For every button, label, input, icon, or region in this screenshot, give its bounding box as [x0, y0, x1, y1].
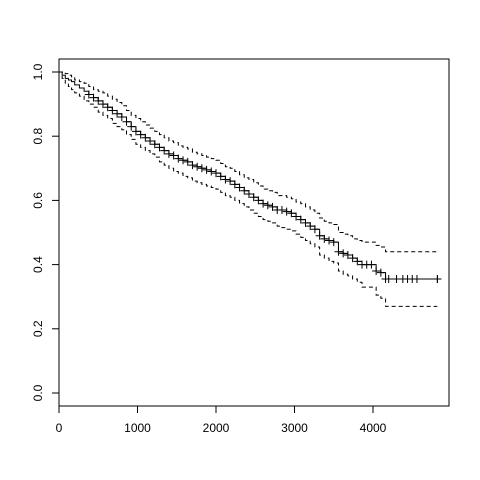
censor-mark: [188, 161, 197, 170]
censor-mark: [122, 117, 131, 126]
y-tick-label: 1.0: [31, 63, 45, 80]
upper-confidence-band: [59, 71, 438, 253]
censor-mark: [315, 231, 324, 240]
censor-mark: [179, 156, 188, 165]
censor-mark: [334, 247, 343, 256]
censor-mark: [212, 169, 220, 178]
censor-mark: [320, 234, 329, 243]
censor-mark: [193, 162, 202, 171]
censor-mark: [221, 175, 230, 184]
censor-mark: [263, 201, 272, 210]
censor-mark: [207, 167, 216, 176]
y-tick-label: 0.6: [31, 192, 45, 209]
censor-mark: [94, 96, 103, 105]
plot-frame: [58, 58, 450, 407]
censor-mark: [268, 202, 277, 211]
censor-mark: [150, 140, 159, 149]
censor-mark: [240, 186, 249, 195]
censor-mark: [254, 196, 263, 205]
lower-confidence-band: [59, 71, 438, 307]
y-tick-label: 0.8: [31, 128, 45, 145]
x-axis: 0 1000 2000 3000 4000: [56, 406, 387, 435]
censor-mark: [376, 268, 385, 277]
censor-mark: [292, 212, 301, 221]
censor-mark: [301, 218, 310, 227]
censor-mark: [235, 183, 244, 192]
censor-mark: [98, 100, 107, 109]
censor-mark: [164, 149, 173, 158]
x-tick-label: 0: [56, 421, 63, 435]
censor-mark: [367, 260, 376, 269]
x-tick-label: 2000: [203, 421, 230, 435]
censor-mark: [230, 180, 239, 189]
censor-mark: [372, 267, 381, 276]
censor-mark: [197, 164, 206, 173]
y-tick-label: 0.2: [31, 320, 45, 337]
censor-mark: [259, 199, 268, 208]
censor-mark: [353, 257, 362, 266]
censor-mark: [412, 275, 421, 284]
x-tick-label: 3000: [281, 421, 308, 435]
censor-mark: [103, 103, 112, 112]
censor-mark: [146, 137, 155, 146]
censor-mark: [348, 254, 357, 263]
censor-mark: [141, 133, 150, 142]
censor-mark: [306, 222, 315, 231]
censor-mark: [384, 275, 393, 284]
censor-mark: [339, 249, 348, 258]
censor-mark: [169, 151, 178, 160]
censor-mark: [433, 275, 442, 284]
survival-curve: [59, 71, 438, 280]
censor-mark: [131, 127, 140, 136]
censor-mark: [113, 109, 122, 118]
censor-mark: [174, 154, 183, 163]
censor-mark: [84, 90, 93, 99]
x-tick-label: 4000: [360, 421, 387, 435]
censor-marks-layer: [84, 90, 442, 284]
censor-mark: [296, 215, 305, 224]
censor-mark: [226, 177, 235, 186]
censor-mark: [117, 112, 126, 121]
censor-mark: [108, 106, 117, 115]
censor-mark: [287, 209, 296, 218]
censor-mark: [160, 146, 169, 155]
censor-mark: [155, 143, 164, 152]
censor-mark: [325, 236, 334, 245]
x-tick-label: 1000: [124, 421, 151, 435]
y-axis: 0.0 0.2 0.4 0.6 0.8 1.0: [31, 63, 59, 401]
censor-mark: [183, 157, 192, 166]
censor-mark: [127, 122, 136, 131]
censor-mark: [244, 189, 253, 198]
censor-mark: [89, 93, 98, 102]
censor-mark: [249, 193, 258, 202]
y-tick-label: 0.0: [31, 384, 45, 401]
censor-mark: [216, 172, 225, 181]
censor-mark: [282, 207, 291, 216]
y-tick-label: 0.4: [31, 256, 45, 273]
censor-mark: [343, 250, 352, 259]
censor-mark: [136, 130, 145, 139]
censor-mark: [277, 206, 286, 215]
censor-mark: [310, 225, 319, 234]
censor-mark: [329, 238, 338, 247]
censor-mark: [202, 165, 211, 174]
